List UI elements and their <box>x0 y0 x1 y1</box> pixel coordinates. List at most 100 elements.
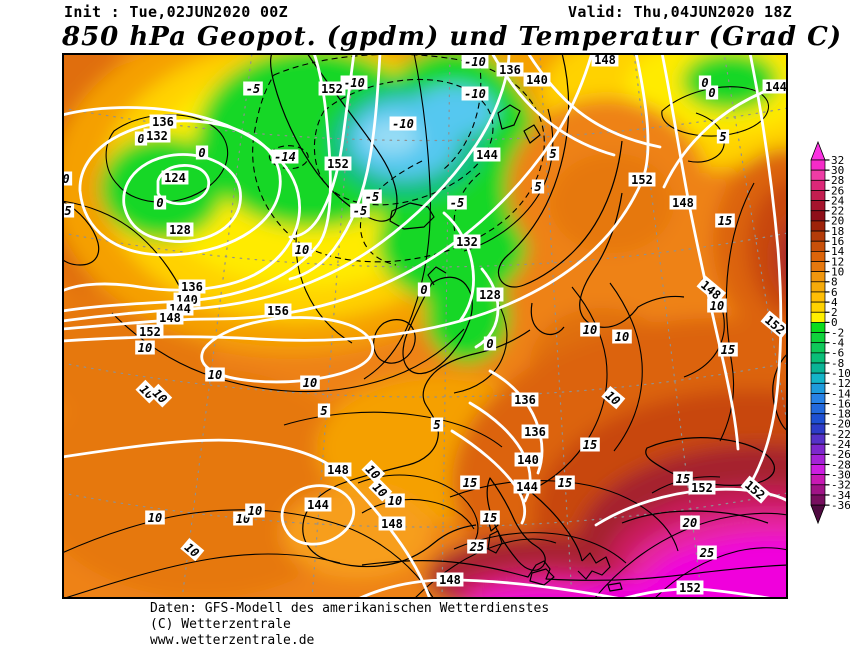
svg-text:10: 10 <box>295 243 309 257</box>
colorbar-tick-label: 0 <box>831 316 838 329</box>
geopotential-contour-label: 152 <box>136 324 164 339</box>
temperature-contour-label: 15 <box>715 213 735 228</box>
colorbar-tick-label: -12 <box>831 377 850 390</box>
temperature-contour-label: 0 <box>153 195 167 210</box>
svg-text:10: 10 <box>615 330 629 344</box>
svg-text:148: 148 <box>594 53 616 67</box>
svg-text:10: 10 <box>138 341 152 355</box>
colorbar-segment <box>810 250 826 262</box>
svg-text:10: 10 <box>710 299 724 313</box>
svg-text:124: 124 <box>164 171 186 185</box>
geopotential-contour-label: 148 <box>378 516 406 531</box>
colorbar-tick-label: 18 <box>831 225 844 238</box>
geopotential-contour-label: 152 <box>676 580 704 595</box>
geopotential-contour-label: 136 <box>511 392 539 407</box>
colorbar-segment <box>810 169 826 181</box>
geopotential-contour-label: 148 <box>436 572 464 587</box>
geopotential-contour-label: 132 <box>453 234 481 249</box>
temperature-contour-label: 0 <box>195 145 209 160</box>
svg-text:0: 0 <box>198 146 205 160</box>
temperature-contour-label: -10 <box>461 86 489 101</box>
svg-text:136: 136 <box>499 63 521 77</box>
colorbar-segment <box>810 362 826 374</box>
geopotential-contour-label: 136 <box>149 114 177 129</box>
colorbar-segment <box>810 179 826 191</box>
geopotential-contour-label: 152 <box>688 480 716 495</box>
svg-text:136: 136 <box>152 115 174 129</box>
svg-text:144: 144 <box>307 498 329 512</box>
svg-text:152: 152 <box>327 157 349 171</box>
svg-text:152: 152 <box>321 82 343 96</box>
svg-text:144: 144 <box>516 480 538 494</box>
colorbar-tick-label: -30 <box>831 468 850 481</box>
temperature-contour-label: -5 <box>447 195 467 210</box>
colorbar-tick-label: -22 <box>831 428 850 441</box>
temperature-contour-label: 0 <box>417 282 431 297</box>
colorbar-segment <box>810 230 826 242</box>
colorbar-tick-label: 28 <box>831 174 844 187</box>
svg-text:5: 5 <box>64 204 71 218</box>
svg-text:0: 0 <box>708 86 715 100</box>
colorbar-segment <box>810 210 826 222</box>
colorbar-tick-label: -8 <box>831 357 844 370</box>
svg-text:148: 148 <box>672 196 694 210</box>
temperature-contour-label: 10 <box>300 375 320 390</box>
svg-text:-10: -10 <box>343 76 365 90</box>
svg-text:15: 15 <box>676 472 690 486</box>
colorbar-tick-label: 22 <box>831 205 844 218</box>
svg-text:148: 148 <box>439 573 461 587</box>
svg-text:15: 15 <box>721 343 735 357</box>
svg-text:20: 20 <box>682 516 697 530</box>
svg-text:156: 156 <box>267 304 289 318</box>
colorbar-segment <box>810 311 826 323</box>
colorbar-tick-label: -26 <box>831 448 850 461</box>
temperature-contour-label: 10 <box>205 367 225 382</box>
svg-text:15: 15 <box>718 214 732 228</box>
svg-text:0: 0 <box>156 196 163 210</box>
colorbar-segment <box>810 261 826 272</box>
init-time-label: Init : Tue,02JUN2020 00Z <box>64 3 288 21</box>
geopotential-contour-label: 152 <box>318 81 346 96</box>
colorbar-tick-label: -36 <box>831 499 850 512</box>
colorbar-segment <box>810 433 826 445</box>
colorbar-segment <box>810 352 826 364</box>
colorbar-tick-label: -16 <box>831 397 850 410</box>
colorbar-segment <box>810 200 826 212</box>
geopotential-contour-label: 136 <box>178 279 206 294</box>
colorbar-segment <box>810 454 826 465</box>
colorbar-segment <box>810 382 826 394</box>
map-frame <box>62 53 788 599</box>
colorbar-tick-label: -10 <box>831 367 850 380</box>
geopotential-contour-label: 148 <box>669 195 697 210</box>
colorbar-segment <box>810 423 826 435</box>
colorbar-segment <box>810 464 826 475</box>
colorbar-segment <box>810 443 826 455</box>
temperature-contour-label: 0 <box>62 171 73 186</box>
temperature-contour-label: 5 <box>716 129 730 144</box>
footer-line-2: (C) Wetterzentrale <box>150 617 291 632</box>
colorbar-tick-label: -2 <box>831 326 844 339</box>
geopotential-contour-label: 136 <box>496 62 524 77</box>
colorbar-segment <box>810 393 826 404</box>
svg-text:10: 10 <box>248 504 262 518</box>
geopotential-contour-label: 152 <box>628 172 656 187</box>
temperature-contour-label: 10 <box>707 298 727 313</box>
temperature-contour-label: 25 <box>467 539 487 554</box>
svg-text:152: 152 <box>679 581 701 595</box>
geopotential-contour-label: 152 <box>324 156 352 171</box>
colorbar-tick-label: -28 <box>831 458 850 471</box>
temperature-contour-label: 15 <box>673 471 693 486</box>
colorbar-tick-label: 24 <box>831 194 845 207</box>
temperature-contour-label: -10 <box>461 54 489 69</box>
svg-text:0: 0 <box>137 132 144 146</box>
svg-text:144: 144 <box>476 148 498 162</box>
colorbar-arrow-up <box>810 140 826 161</box>
temperature-contour-label: 15 <box>580 437 600 452</box>
temperature-contour-label: 15 <box>718 342 738 357</box>
svg-text:25: 25 <box>699 546 714 560</box>
colorbar-segment <box>810 301 826 313</box>
svg-text:-5: -5 <box>246 82 260 96</box>
colorbar-tick-label: 10 <box>831 265 844 278</box>
weather-map: -10-10-10-10-14-5-5-5-500000000555555101… <box>62 53 788 599</box>
svg-text:0: 0 <box>486 337 493 351</box>
